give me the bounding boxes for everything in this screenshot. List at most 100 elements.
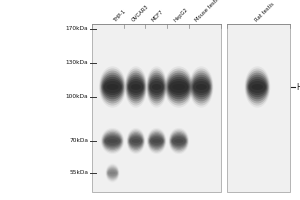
Ellipse shape: [248, 77, 267, 97]
Ellipse shape: [248, 79, 266, 95]
Ellipse shape: [172, 84, 185, 90]
Ellipse shape: [149, 133, 164, 149]
Ellipse shape: [108, 170, 117, 176]
Ellipse shape: [147, 71, 166, 104]
Ellipse shape: [192, 77, 210, 97]
Text: HepG2: HepG2: [173, 7, 189, 23]
Bar: [92, 24, 220, 192]
Ellipse shape: [104, 81, 121, 93]
Ellipse shape: [150, 81, 163, 93]
Ellipse shape: [169, 81, 188, 93]
Ellipse shape: [107, 168, 118, 178]
Ellipse shape: [130, 137, 142, 145]
Ellipse shape: [129, 135, 143, 147]
Ellipse shape: [129, 136, 142, 146]
Ellipse shape: [189, 66, 214, 108]
Ellipse shape: [147, 68, 166, 106]
Text: 100kDa: 100kDa: [66, 95, 88, 99]
Ellipse shape: [149, 77, 164, 97]
Ellipse shape: [105, 137, 120, 145]
Text: 130kDa: 130kDa: [66, 60, 88, 66]
Ellipse shape: [167, 75, 190, 99]
Ellipse shape: [125, 66, 147, 108]
Ellipse shape: [103, 79, 122, 95]
Ellipse shape: [149, 79, 164, 95]
Ellipse shape: [190, 68, 213, 106]
Ellipse shape: [108, 169, 117, 177]
Ellipse shape: [103, 132, 122, 150]
Ellipse shape: [128, 133, 143, 149]
Ellipse shape: [102, 75, 123, 99]
Ellipse shape: [172, 136, 186, 146]
Ellipse shape: [100, 68, 125, 106]
Text: 170kDa: 170kDa: [66, 26, 88, 31]
Text: 55kDa: 55kDa: [70, 170, 88, 176]
Ellipse shape: [127, 129, 145, 153]
Ellipse shape: [102, 77, 123, 97]
Ellipse shape: [132, 139, 140, 143]
Ellipse shape: [150, 137, 163, 145]
Ellipse shape: [172, 137, 185, 145]
Ellipse shape: [150, 136, 164, 146]
Ellipse shape: [247, 73, 268, 101]
Ellipse shape: [147, 129, 166, 153]
Ellipse shape: [128, 79, 144, 95]
Ellipse shape: [106, 165, 119, 181]
Ellipse shape: [245, 68, 270, 106]
Ellipse shape: [128, 77, 144, 97]
Ellipse shape: [106, 84, 119, 90]
Ellipse shape: [247, 75, 268, 99]
Ellipse shape: [246, 71, 269, 104]
Text: 70kDa: 70kDa: [70, 138, 88, 144]
Text: MCF7: MCF7: [151, 9, 165, 23]
Ellipse shape: [100, 71, 125, 104]
Ellipse shape: [128, 132, 144, 150]
Text: Mouse testis: Mouse testis: [194, 0, 221, 23]
Ellipse shape: [171, 135, 187, 147]
Ellipse shape: [169, 79, 189, 95]
Ellipse shape: [193, 79, 210, 95]
Ellipse shape: [102, 131, 123, 151]
Ellipse shape: [101, 129, 124, 153]
Ellipse shape: [99, 66, 126, 108]
Ellipse shape: [129, 81, 143, 93]
Ellipse shape: [125, 68, 147, 106]
Ellipse shape: [244, 66, 270, 108]
Bar: [226, 24, 290, 192]
Ellipse shape: [164, 66, 193, 108]
Ellipse shape: [148, 132, 165, 150]
Ellipse shape: [147, 128, 166, 154]
Text: THP-1: THP-1: [113, 9, 128, 23]
Ellipse shape: [103, 133, 122, 149]
Ellipse shape: [168, 77, 190, 97]
Ellipse shape: [152, 139, 161, 143]
Ellipse shape: [128, 131, 144, 151]
Ellipse shape: [106, 166, 119, 180]
Ellipse shape: [148, 75, 165, 99]
Ellipse shape: [148, 131, 165, 151]
Ellipse shape: [148, 73, 166, 101]
Ellipse shape: [169, 128, 189, 154]
Ellipse shape: [107, 139, 118, 143]
Ellipse shape: [191, 73, 211, 101]
Text: OVCAR3: OVCAR3: [130, 4, 149, 23]
Ellipse shape: [127, 75, 145, 99]
Ellipse shape: [101, 128, 124, 154]
Ellipse shape: [107, 167, 118, 179]
Ellipse shape: [165, 68, 193, 106]
Text: Rat testis: Rat testis: [254, 2, 276, 23]
Ellipse shape: [249, 81, 266, 93]
Ellipse shape: [131, 84, 141, 90]
Ellipse shape: [106, 164, 119, 182]
Ellipse shape: [127, 128, 145, 154]
Ellipse shape: [171, 133, 187, 149]
Ellipse shape: [194, 81, 209, 93]
Ellipse shape: [104, 135, 121, 147]
Ellipse shape: [169, 129, 189, 153]
Ellipse shape: [252, 84, 263, 90]
Ellipse shape: [126, 73, 146, 101]
Ellipse shape: [174, 139, 183, 143]
Ellipse shape: [109, 172, 116, 174]
Text: HGS: HGS: [296, 83, 300, 92]
Ellipse shape: [104, 136, 121, 146]
